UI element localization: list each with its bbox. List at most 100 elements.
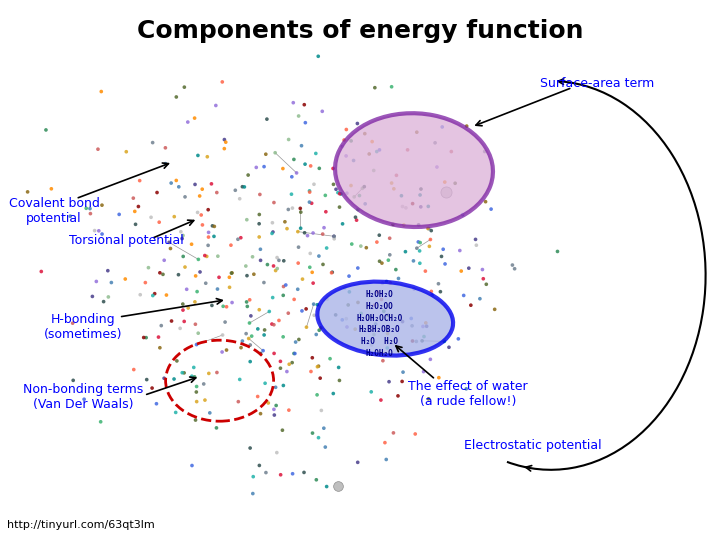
Point [307, 354, 318, 362]
Point [120, 147, 132, 156]
Point [298, 468, 310, 477]
Point [352, 458, 364, 467]
Point [268, 198, 279, 207]
Point [351, 119, 363, 128]
Point [45, 185, 57, 193]
Point [199, 251, 210, 260]
Point [129, 207, 140, 215]
Point [416, 336, 428, 345]
Point [423, 224, 434, 233]
Point [348, 156, 359, 165]
Point [414, 191, 426, 199]
Point [287, 469, 298, 478]
Point [259, 326, 271, 334]
Point [313, 326, 325, 335]
Point [407, 336, 418, 345]
Point [396, 377, 408, 386]
Point [343, 272, 355, 280]
Point [84, 204, 96, 213]
Point [328, 232, 340, 241]
Point [384, 251, 395, 259]
Point [226, 298, 238, 307]
Point [311, 390, 323, 399]
Point [147, 138, 158, 147]
Point [310, 330, 322, 339]
Point [378, 307, 390, 315]
Point [174, 324, 186, 333]
Point [177, 231, 189, 240]
Point [465, 301, 477, 309]
Point [224, 273, 235, 282]
Point [410, 430, 421, 438]
Text: Covalent bond
potential: Covalent bond potential [9, 197, 99, 225]
Point [253, 233, 265, 241]
Point [189, 373, 200, 381]
Point [219, 135, 230, 144]
Point [368, 166, 379, 175]
Point [315, 406, 327, 415]
Point [220, 318, 231, 326]
Point [232, 235, 243, 244]
Point [254, 190, 266, 199]
Point [267, 228, 279, 237]
Point [258, 330, 270, 339]
Point [191, 397, 202, 406]
Point [203, 233, 215, 241]
Point [93, 226, 104, 235]
Point [98, 298, 109, 306]
Point [244, 319, 256, 327]
Point [312, 52, 324, 60]
Point [271, 253, 283, 262]
Point [251, 163, 262, 172]
Point [266, 320, 278, 328]
Point [261, 260, 273, 269]
Point [179, 83, 190, 91]
Point [407, 199, 418, 208]
Point [426, 226, 437, 235]
Point [352, 264, 364, 272]
Point [382, 343, 393, 352]
Point [454, 246, 466, 255]
Point [364, 312, 376, 320]
Point [189, 180, 201, 189]
Point [341, 189, 353, 198]
Point [269, 411, 280, 420]
Text: H₂OH₂O: H₂OH₂O [366, 349, 393, 358]
Point [282, 224, 293, 233]
Point [304, 186, 315, 195]
Point [211, 368, 222, 377]
Point [351, 216, 362, 225]
Point [305, 249, 316, 258]
Point [352, 205, 364, 214]
Point [95, 417, 107, 426]
Point [390, 265, 402, 274]
Point [382, 329, 393, 338]
Point [197, 185, 208, 193]
Point [92, 145, 104, 153]
Point [369, 83, 381, 92]
Point [552, 247, 563, 256]
Point [286, 172, 297, 181]
Point [175, 227, 186, 236]
Point [381, 277, 392, 286]
Point [273, 256, 284, 265]
Point [217, 302, 229, 310]
Point [186, 372, 197, 381]
Point [318, 224, 330, 232]
Point [366, 388, 377, 396]
Point [392, 392, 404, 400]
Point [78, 395, 90, 403]
Point [334, 203, 346, 212]
Point [191, 340, 202, 349]
Point [420, 319, 431, 327]
Point [398, 220, 410, 229]
Point [177, 300, 189, 308]
Point [379, 438, 391, 447]
Point [237, 337, 248, 346]
Point [383, 377, 395, 386]
Point [413, 220, 424, 229]
Point [382, 256, 394, 265]
Point [270, 266, 282, 275]
Point [96, 87, 107, 96]
Point [420, 267, 431, 275]
